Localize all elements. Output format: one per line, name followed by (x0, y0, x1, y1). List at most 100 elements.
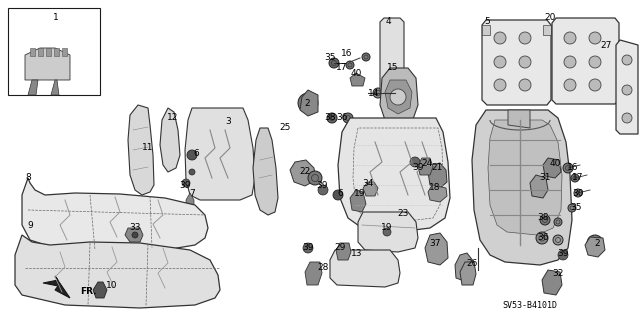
Circle shape (519, 79, 531, 91)
Circle shape (564, 32, 576, 44)
Circle shape (589, 56, 601, 68)
Polygon shape (385, 80, 412, 114)
Text: FR.: FR. (80, 287, 97, 296)
Circle shape (564, 56, 576, 68)
Text: 19: 19 (355, 189, 365, 197)
Polygon shape (418, 158, 433, 175)
Text: 16: 16 (567, 164, 579, 173)
Circle shape (343, 113, 353, 123)
Circle shape (536, 232, 548, 244)
Text: 7: 7 (189, 189, 195, 197)
Polygon shape (15, 235, 220, 308)
Polygon shape (38, 48, 43, 56)
Circle shape (327, 113, 337, 123)
Polygon shape (28, 80, 38, 95)
Polygon shape (185, 108, 255, 200)
Circle shape (189, 169, 195, 175)
Polygon shape (160, 108, 180, 172)
Polygon shape (22, 178, 208, 252)
Polygon shape (350, 190, 366, 212)
Polygon shape (455, 253, 475, 282)
Text: 8: 8 (25, 174, 31, 182)
Circle shape (563, 163, 573, 173)
Text: 33: 33 (129, 224, 141, 233)
Text: 3: 3 (225, 117, 231, 127)
Polygon shape (305, 262, 322, 285)
Polygon shape (300, 90, 318, 116)
Text: 15: 15 (387, 63, 399, 72)
Polygon shape (25, 48, 70, 80)
Text: SV53-B4101D: SV53-B4101D (502, 301, 557, 310)
Text: 6: 6 (193, 149, 199, 158)
Polygon shape (482, 20, 551, 105)
Text: 40: 40 (350, 69, 362, 78)
Text: 20: 20 (544, 13, 556, 23)
Circle shape (540, 215, 550, 225)
Circle shape (303, 243, 313, 253)
Text: 10: 10 (106, 281, 118, 291)
Text: 29: 29 (334, 243, 346, 253)
Circle shape (362, 53, 370, 61)
Circle shape (564, 79, 576, 91)
Text: 2: 2 (594, 239, 600, 248)
Circle shape (298, 93, 318, 113)
Text: 21: 21 (431, 164, 443, 173)
Polygon shape (488, 120, 562, 235)
Circle shape (132, 232, 138, 238)
Circle shape (373, 88, 383, 98)
Polygon shape (46, 48, 51, 56)
Text: 39: 39 (302, 243, 314, 253)
Circle shape (589, 32, 601, 44)
Text: 5: 5 (484, 18, 490, 26)
Circle shape (410, 157, 420, 167)
Text: 6: 6 (337, 189, 343, 197)
Circle shape (587, 235, 603, 251)
Polygon shape (530, 175, 548, 198)
Text: 2: 2 (304, 99, 310, 108)
Text: 39: 39 (412, 164, 424, 173)
Polygon shape (54, 48, 59, 56)
Text: 17: 17 (572, 174, 584, 182)
Circle shape (554, 218, 562, 226)
Text: 12: 12 (167, 114, 179, 122)
Text: 19: 19 (381, 224, 393, 233)
Polygon shape (125, 228, 143, 242)
Text: 39: 39 (179, 181, 191, 189)
Polygon shape (482, 25, 490, 35)
Polygon shape (336, 243, 351, 260)
Circle shape (622, 113, 632, 123)
Polygon shape (30, 48, 35, 56)
Text: 27: 27 (600, 41, 612, 49)
Circle shape (574, 189, 582, 197)
Circle shape (383, 228, 391, 236)
Circle shape (329, 58, 339, 68)
Polygon shape (428, 185, 447, 202)
Text: 17: 17 (336, 63, 348, 72)
Text: 16: 16 (341, 48, 353, 57)
Polygon shape (186, 193, 194, 208)
Text: 1: 1 (53, 13, 59, 23)
Text: 36: 36 (537, 234, 548, 242)
Text: 40: 40 (549, 159, 561, 167)
Polygon shape (128, 105, 154, 195)
Circle shape (494, 32, 506, 44)
Polygon shape (460, 262, 476, 285)
Text: 18: 18 (429, 183, 441, 192)
Polygon shape (585, 237, 605, 257)
Circle shape (589, 79, 601, 91)
Text: 13: 13 (351, 249, 363, 257)
Polygon shape (508, 110, 530, 128)
Text: 24: 24 (421, 159, 433, 167)
Polygon shape (425, 233, 448, 265)
Text: 38: 38 (537, 213, 548, 222)
Polygon shape (253, 128, 278, 215)
Polygon shape (543, 25, 551, 35)
Text: 32: 32 (552, 269, 564, 278)
Text: 22: 22 (300, 167, 310, 176)
Polygon shape (472, 110, 572, 265)
Polygon shape (542, 270, 562, 295)
Text: 31: 31 (540, 174, 551, 182)
Circle shape (494, 56, 506, 68)
Polygon shape (358, 212, 418, 252)
Text: 36: 36 (336, 114, 348, 122)
